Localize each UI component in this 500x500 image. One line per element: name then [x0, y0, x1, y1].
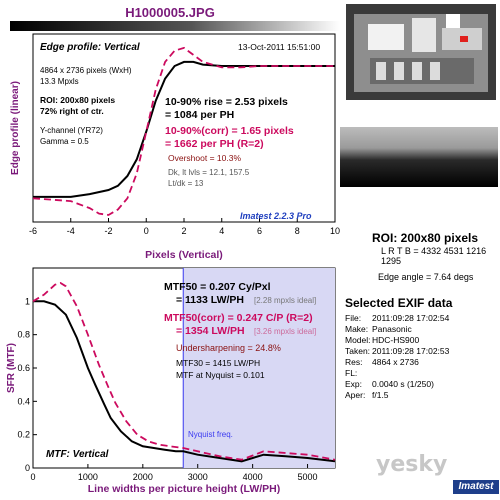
mtf-x-tick-label: 0 [30, 472, 35, 482]
mtf50-corr-ideal: [3.26 mpxls ideal] [254, 327, 316, 336]
mtf-chart: 0 1000 2000 3000 4000 5000 0 0.2 0.4 0.6 0.8 1 MTF… [6, 267, 336, 495]
edge-grid [32, 218, 336, 222]
undersharpening-label: Undersharpening = 24.8% [176, 343, 281, 353]
exif-value: 2011:09:28 17:02:54 [372, 313, 450, 323]
edge-roi-pos: 72% right of ctr. [40, 106, 104, 116]
edge-channel: Y-channel (YR72) [40, 126, 103, 135]
overshoot-label: Overshoot = 10.3% [168, 153, 241, 163]
mtf-y-tick-label: 1 [25, 296, 30, 306]
imatest-version: Imatest 2.2.3 Pro [240, 211, 312, 221]
mtf50-line2: = 1133 LW/PH [176, 294, 244, 306]
rise-corr-line2: = 1662 per PH (R=2) [165, 138, 264, 150]
exif-value: 4864 x 2736 [372, 357, 419, 367]
rise-line1: 10-90% rise = 2.53 pixels [165, 96, 288, 108]
edge-roi-size: ROI: 200x80 pixels [40, 95, 115, 105]
mtf-x-ticks: 0 1000 2000 3000 4000 5000 [30, 472, 317, 482]
roi-crop-thumbnail [340, 127, 498, 187]
exif-key: Exp: [345, 379, 363, 389]
exif-value: HDC-HS900 [372, 335, 420, 345]
exif-key: Aper: [345, 390, 366, 400]
edge-x-tick-label: 0 [144, 226, 149, 236]
exif-value: Panasonic [372, 324, 412, 334]
exif-row: Exp: 0.0040 s (1/250) [345, 379, 434, 389]
mtf-x-tick-label: 3000 [188, 472, 208, 482]
gray-gradient-bar [10, 21, 340, 31]
exif-key: Model: [345, 335, 371, 345]
imatest-logo: Imatest [453, 480, 499, 494]
exif-key: Make: [345, 324, 369, 334]
exif-value: f/1.5 [372, 390, 389, 400]
mtf-x-tick-label: 4000 [243, 472, 263, 482]
mtf-y-ticks: 0 0.2 0.4 0.6 0.8 1 [17, 296, 30, 473]
mtf30-label: MTF30 = 1415 LW/PH [176, 358, 260, 368]
edge-date: 13-Oct-2011 15:51:00 [238, 42, 320, 52]
edge-ylabel: Edge profile (linear) [10, 81, 21, 175]
target-thumbnail [346, 4, 496, 100]
mtf-x-tick-label: 5000 [298, 472, 318, 482]
mtf-y-tick-label: 0 [25, 463, 30, 473]
roi-coordinates: L R T B = 4332 4531 1216 1295 [381, 246, 487, 266]
edge-x-tick-label: -6 [29, 226, 37, 236]
edge-x-tick-label: -4 [67, 226, 75, 236]
edge-profile-chart: -6 -4 -2 0 2 4 6 8 10 Edge profile: Vertical 13-… [10, 33, 340, 260]
edge-x-tick-label: -2 [104, 226, 112, 236]
edge-x-ticks: -6 -4 -2 0 2 4 6 8 10 [29, 226, 340, 236]
mtf50-ideal: [2.28 mpxls ideal] [254, 296, 316, 305]
file-title: H1000005.JPG [125, 5, 215, 20]
exif-row: Model:HDC-HS900 [345, 335, 419, 345]
edge-measured-line [33, 60, 335, 198]
target-thumbnail-art [354, 14, 488, 92]
nyquist-freq-label: Nyquist freq. [188, 430, 233, 439]
edge-x-tick-label: 10 [330, 226, 340, 236]
mtf-measured-line [33, 300, 336, 463]
edge-x-tick-label: 6 [257, 226, 262, 236]
edge-x-tick-label: 8 [295, 226, 300, 236]
levels-line1: Dk, lt lvls = 12.1, 157.5 [168, 168, 250, 177]
edge-lines [32, 46, 335, 216]
mtf-y-tick-label: 0.6 [17, 363, 30, 373]
mtf50-line1: MTF50 = 0.207 Cy/Pxl [164, 281, 271, 293]
exif-key: Res: [345, 357, 363, 367]
mtf-nyquist-label: MTF at Nyquist = 0.101 [176, 370, 265, 380]
exif-key: FL: [345, 368, 358, 378]
edge-heading: Edge profile: Vertical [40, 42, 140, 53]
exif-row: Res: 4864 x 2736 [345, 357, 419, 367]
edge-x-tick-label: 2 [181, 226, 186, 236]
mtf-y-tick-label: 0.2 [17, 430, 30, 440]
mtf-corrected-line [32, 282, 336, 461]
mtf-x-tick-label: 1000 [78, 472, 98, 482]
exif-value: 2011:09:28 17:02:53 [372, 346, 450, 356]
exif-key: Taken: [345, 346, 371, 356]
exif-row: FL: [345, 368, 372, 378]
edge-gamma: Gamma = 0.5 [40, 137, 89, 146]
levels-line2: Lt/dk = 13 [168, 179, 204, 188]
exif-row: Make: Panasonic [345, 324, 412, 334]
edge-info-size: 4864 x 2736 pixels (WxH) [40, 66, 132, 75]
exif-value: 0.0040 s (1/250) [372, 379, 434, 389]
mtf-x-tick-label: 2000 [133, 472, 153, 482]
roi-title: ROI: 200x80 pixels [372, 231, 479, 245]
exif-title: Selected EXIF data [345, 296, 453, 310]
mtf-y-tick-label: 0.8 [17, 330, 30, 340]
yesky-watermark: yesky [376, 452, 448, 477]
mtf-ylabel: SFR (MTF) [6, 343, 17, 393]
mtf-lines [32, 282, 336, 463]
nyquist-band [183, 268, 335, 468]
exif-row: Aper: f/1.5 [345, 390, 389, 400]
mtf-heading: MTF: Vertical [46, 449, 109, 460]
edge-xlabel: Pixels (Vertical) [145, 249, 223, 260]
mtf-xlabel: Line widths per picture height (LW/PH) [88, 483, 281, 495]
mtf-y-tick-label: 0.4 [17, 396, 30, 406]
edge-x-tick-label: 4 [219, 226, 224, 236]
rise-line2: = 1084 per PH [165, 109, 234, 121]
edge-info-mpx: 13.3 Mpxls [40, 77, 79, 86]
edge-corrected-line [32, 46, 335, 216]
mtf50-corr-line2: = 1354 LW/PH [176, 325, 245, 337]
mtf50-corr-line1: MTF50(corr) = 0.247 C/P (R=2) [164, 312, 313, 324]
exif-row: Taken: 2011:09:28 17:02:53 [345, 346, 449, 356]
rise-corr-line1: 10-90%(corr) = 1.65 pixels [165, 125, 294, 137]
edge-angle: Edge angle = 7.64 degs [378, 272, 474, 282]
exif-key: File: [345, 313, 362, 323]
exif-row: File: 2011:09:28 17:02:54 [345, 313, 449, 323]
